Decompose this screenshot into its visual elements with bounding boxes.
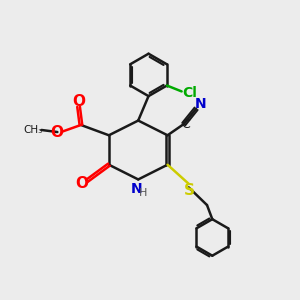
Text: H: H [139, 188, 148, 198]
Text: N: N [131, 182, 142, 196]
Text: C: C [182, 118, 190, 130]
Text: Cl: Cl [182, 86, 197, 100]
Text: O: O [50, 125, 63, 140]
Text: O: O [75, 176, 88, 191]
Text: N: N [195, 97, 206, 111]
Text: O: O [72, 94, 85, 109]
Text: S: S [184, 183, 195, 198]
Text: CH₃: CH₃ [24, 125, 43, 135]
